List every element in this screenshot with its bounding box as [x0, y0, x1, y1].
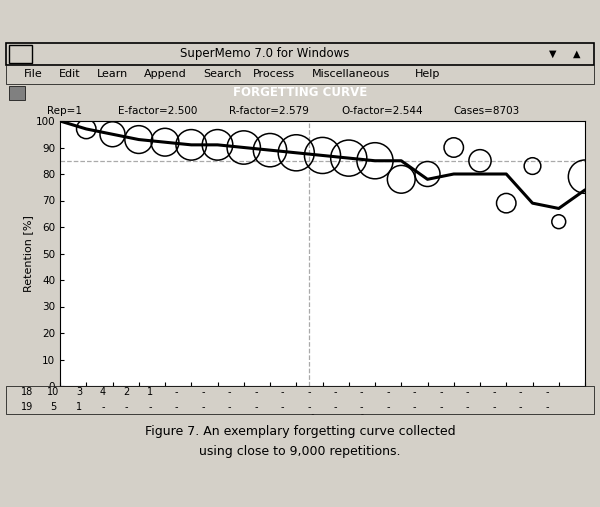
Text: using close to 9,000 repetitions.: using close to 9,000 repetitions. — [199, 445, 401, 458]
Text: -: - — [254, 402, 257, 412]
Point — [160, 138, 170, 146]
Text: -: - — [413, 402, 416, 412]
Text: Cases=8703: Cases=8703 — [453, 106, 519, 117]
Text: -: - — [201, 387, 205, 397]
Text: -: - — [386, 387, 390, 397]
Text: -: - — [307, 387, 311, 397]
Text: ▲: ▲ — [572, 49, 580, 59]
Point — [554, 218, 563, 226]
Text: 10: 10 — [47, 387, 59, 397]
Point — [449, 143, 458, 152]
Text: -: - — [413, 387, 416, 397]
Text: Process: Process — [253, 68, 295, 79]
Text: 19: 19 — [20, 402, 33, 412]
Point — [292, 149, 301, 157]
Text: 3: 3 — [76, 387, 83, 397]
Text: -: - — [148, 402, 152, 412]
Text: -: - — [386, 402, 390, 412]
Point — [108, 130, 118, 138]
Point — [528, 162, 538, 170]
Text: Learn: Learn — [97, 68, 128, 79]
Text: -: - — [360, 387, 364, 397]
Point — [187, 141, 196, 149]
Text: 1: 1 — [147, 387, 153, 397]
Point — [134, 135, 143, 143]
Text: SuperMemo 7.0 for Windows: SuperMemo 7.0 for Windows — [180, 48, 349, 60]
Text: Edit: Edit — [59, 68, 80, 79]
Text: -: - — [175, 402, 178, 412]
X-axis label: Time [U-factor]: Time [U-factor] — [280, 404, 365, 414]
FancyBboxPatch shape — [6, 43, 594, 65]
Text: E-factor=2.500: E-factor=2.500 — [118, 106, 197, 117]
Text: -: - — [439, 387, 443, 397]
Text: -: - — [519, 402, 522, 412]
Text: -: - — [466, 387, 469, 397]
FancyBboxPatch shape — [6, 386, 594, 414]
Text: -: - — [101, 402, 105, 412]
Text: -: - — [466, 402, 469, 412]
Point — [265, 146, 275, 154]
Text: 18: 18 — [20, 387, 33, 397]
Point — [344, 154, 353, 162]
Point — [422, 170, 432, 178]
Point — [580, 172, 590, 180]
Bar — [9, 45, 32, 63]
Text: -: - — [334, 387, 337, 397]
Text: -: - — [334, 402, 337, 412]
Point — [239, 143, 248, 152]
Point — [502, 199, 511, 207]
Text: -: - — [307, 402, 311, 412]
Text: -: - — [519, 387, 522, 397]
Bar — [9, 86, 25, 100]
Text: -: - — [281, 402, 284, 412]
Text: Miscellaneous: Miscellaneous — [312, 68, 390, 79]
Point — [318, 152, 328, 160]
Text: -: - — [125, 402, 128, 412]
Text: Search: Search — [203, 68, 241, 79]
FancyBboxPatch shape — [6, 65, 594, 84]
Text: 1: 1 — [76, 402, 83, 412]
Text: 5: 5 — [50, 402, 56, 412]
Text: O-factor=2.544: O-factor=2.544 — [341, 106, 423, 117]
Text: -: - — [492, 402, 496, 412]
Text: -: - — [545, 402, 549, 412]
Text: -: - — [492, 387, 496, 397]
Y-axis label: Retention [%]: Retention [%] — [23, 215, 33, 292]
Text: R-factor=2.579: R-factor=2.579 — [229, 106, 310, 117]
Text: 2: 2 — [124, 387, 130, 397]
Text: -: - — [439, 402, 443, 412]
Text: -: - — [201, 402, 205, 412]
Text: -: - — [360, 402, 364, 412]
Text: Help: Help — [415, 68, 440, 79]
Text: 4: 4 — [100, 387, 106, 397]
Point — [397, 175, 406, 184]
Text: -: - — [254, 387, 257, 397]
Point — [475, 157, 485, 165]
Text: Append: Append — [144, 68, 187, 79]
Point — [213, 141, 223, 149]
Text: -: - — [227, 402, 231, 412]
Point — [82, 125, 91, 133]
Text: -: - — [175, 387, 178, 397]
Text: File: File — [23, 68, 43, 79]
Text: -: - — [545, 387, 549, 397]
Text: FORGETTING CURVE: FORGETTING CURVE — [233, 87, 367, 99]
Point — [370, 157, 380, 165]
Text: -: - — [227, 387, 231, 397]
Text: -: - — [281, 387, 284, 397]
Text: Figure 7. An exemplary forgetting curve collected: Figure 7. An exemplary forgetting curve … — [145, 425, 455, 438]
Text: Rep=1: Rep=1 — [47, 106, 82, 117]
Text: ▼: ▼ — [549, 49, 557, 59]
